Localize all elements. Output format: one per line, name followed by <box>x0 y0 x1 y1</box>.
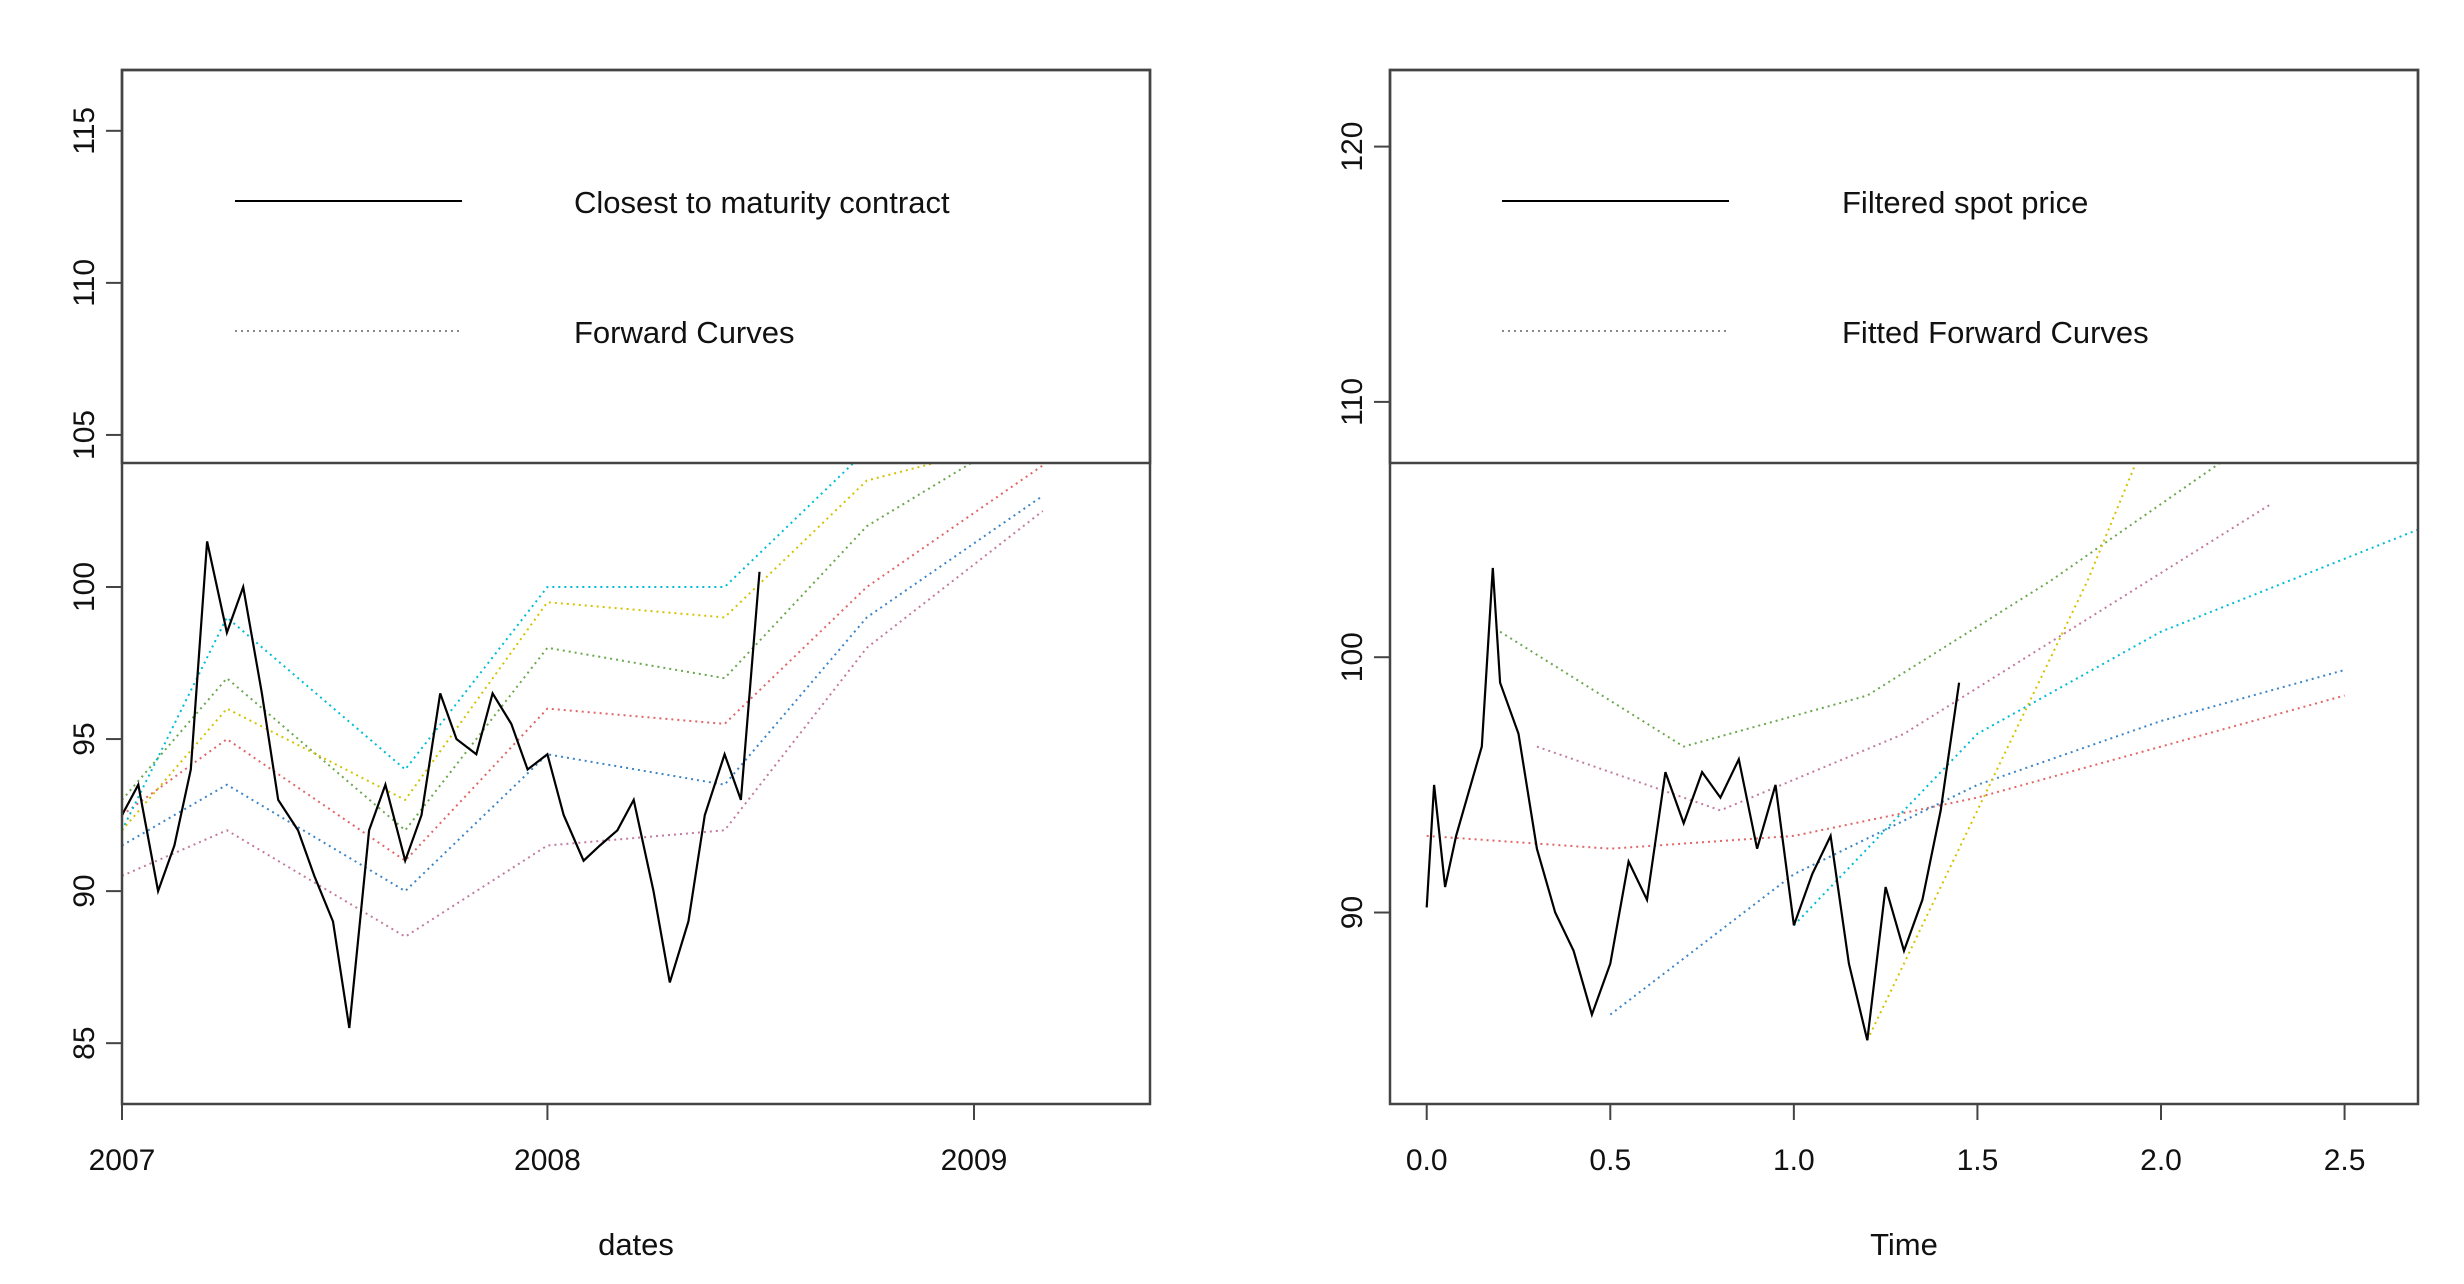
left-series-4 <box>122 463 855 831</box>
left-y-tick-label: 115 <box>68 107 101 155</box>
left-series-0 <box>122 541 761 1029</box>
right-x-tick-label: 2.5 <box>2324 1144 2366 1177</box>
left-series-6 <box>122 463 939 831</box>
left-x-axis-label: dates <box>598 1227 674 1262</box>
right-series-6 <box>1866 463 2137 1041</box>
left-y-tick-label: 95 <box>68 722 101 755</box>
left-x-tick-label: 2007 <box>89 1144 156 1177</box>
left-x-tick-label: 2008 <box>514 1144 581 1177</box>
left-series-2 <box>122 463 974 832</box>
right-series-3 <box>1609 669 2345 1016</box>
left-series-layer <box>122 463 1044 1029</box>
right-series-layer <box>1425 463 2418 1041</box>
left-x-tick-label: 2009 <box>941 1144 1008 1177</box>
right-y-axis: 90 100 110 120 <box>1336 122 1391 929</box>
right-series-4 <box>1793 528 2418 926</box>
right-y-tick-label: 100 <box>1336 632 1369 682</box>
right-legend-entry-1: Fitted Forward Curves <box>1842 315 2149 350</box>
left-legend-box <box>120 68 1152 465</box>
right-y-tick-label: 90 <box>1336 896 1369 929</box>
right-x-tick-label: 0.5 <box>1589 1144 1631 1177</box>
right-series-2 <box>1499 463 2222 748</box>
left-y-tick-label: 100 <box>68 562 101 612</box>
left-legend-entry-1: Forward Curves <box>574 315 795 350</box>
left-y-tick-label: 85 <box>68 1026 101 1059</box>
right-x-tick-label: 0.0 <box>1406 1144 1448 1177</box>
left-legend-entry-0: Closest to maturity contract <box>574 185 950 220</box>
right-legend-entry-0: Filtered spot price <box>1842 185 2088 220</box>
right-series-1 <box>1426 694 2345 850</box>
left-series-3 <box>122 494 1044 893</box>
left-y-tick-label: 90 <box>68 874 101 907</box>
right-y-tick-label: 120 <box>1336 122 1369 172</box>
right-x-tick-label: 1.0 <box>1773 1144 1815 1177</box>
left-series-1 <box>122 464 1044 863</box>
right-y-tick-label: 110 <box>1336 378 1369 426</box>
right-x-tick-label: 2.0 <box>2140 1144 2182 1177</box>
left-y-axis: 85 90 95 100 105 110 115 <box>68 107 123 1060</box>
right-legend-box <box>1388 68 2420 465</box>
left-series-5 <box>122 510 1044 938</box>
right-series-5 <box>1536 503 2272 812</box>
left-x-axis: 2007 2008 2009 <box>89 1103 1008 1177</box>
left-panel: Closest to maturity contract Forward Cur… <box>68 68 1152 1262</box>
right-x-axis-label: Time <box>1870 1227 1938 1262</box>
right-x-axis: 0.0 0.5 1.0 1.5 2.0 2.5 <box>1406 1103 2366 1177</box>
right-panel: Filtered spot price Fitted Forward Curve… <box>1336 68 2420 1262</box>
left-y-tick-label: 105 <box>68 410 101 460</box>
right-series-0 <box>1425 567 1961 1041</box>
right-x-tick-label: 1.5 <box>1957 1144 1999 1177</box>
left-y-tick-label: 110 <box>68 259 101 307</box>
